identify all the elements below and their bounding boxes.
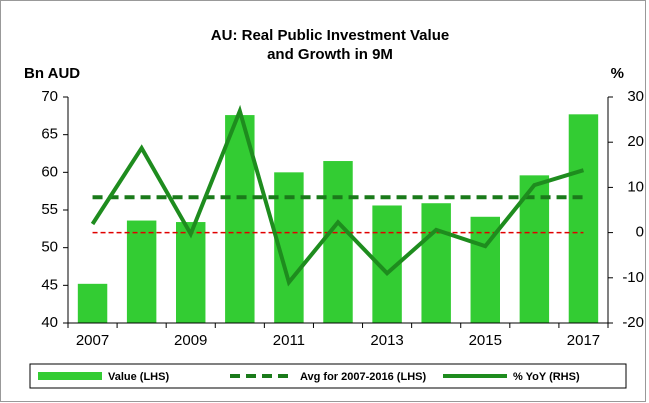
y-tick-label: 45 (41, 276, 58, 293)
y-tick-label: 65 (41, 126, 58, 143)
x-tick-label: 2011 (273, 332, 305, 349)
x-tick-label: 2013 (370, 332, 403, 349)
legend-box (29, 363, 627, 389)
bar (77, 283, 108, 323)
y2-tick-label: -20 (622, 314, 644, 331)
bar (176, 222, 206, 323)
y2-tick-label: 20 (627, 133, 644, 150)
bar (568, 114, 599, 324)
bar (126, 220, 157, 323)
bar (421, 203, 451, 323)
y2-axis-label: % (611, 65, 624, 82)
legend-swatch (38, 372, 102, 380)
chart-title: and Growth in 9M (267, 46, 393, 63)
y2-tick-label: 10 (627, 178, 644, 195)
x-tick-label: 2007 (76, 332, 109, 349)
line (90, 104, 585, 287)
y-tick-label: 70 (41, 88, 58, 105)
x-tick-label: 2017 (567, 332, 600, 349)
y2-tick-label: -10 (622, 269, 644, 286)
x-tick-label: 2009 (174, 332, 207, 349)
chart-title: AU: Real Public Investment Value (211, 27, 449, 44)
y-axis-label: Bn AUD (24, 65, 80, 82)
y-tick-label: 40 (41, 314, 58, 331)
legend-label: Value (LHS) (108, 371, 169, 383)
y-tick-label: 55 (41, 201, 58, 218)
y2-tick-label: 0 (636, 224, 644, 241)
y-tick-label: 60 (41, 163, 58, 180)
legend-label: % YoY (RHS) (513, 371, 580, 383)
bar (323, 161, 353, 323)
legend-label: Avg for 2007-2016 (LHS) (300, 371, 426, 383)
y-tick-label: 50 (41, 239, 58, 256)
y2-tick-label: 30 (627, 88, 644, 105)
x-tick-label: 2015 (469, 332, 502, 349)
